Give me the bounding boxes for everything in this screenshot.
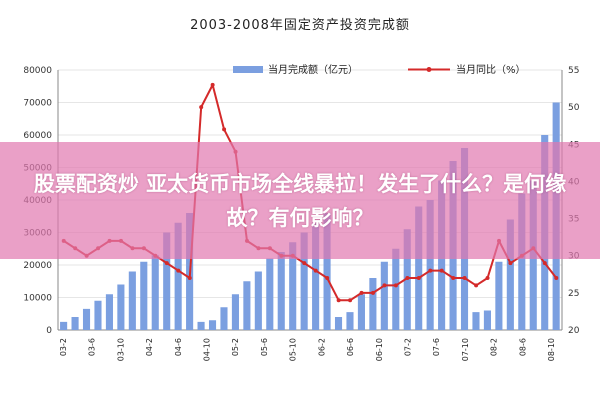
- x-tick-label: 08-10: [547, 338, 556, 361]
- y-right-tick-label: 50: [568, 103, 580, 113]
- bar: [483, 310, 491, 330]
- x-tick-label: 06-10: [375, 338, 384, 361]
- line-point: [554, 276, 559, 280]
- bar: [277, 252, 285, 330]
- bar: [323, 213, 331, 330]
- x-tick-label: 08-6: [518, 338, 527, 356]
- line-point: [382, 283, 387, 288]
- line-point: [302, 261, 307, 266]
- bar: [231, 294, 239, 330]
- legend-swatch-line-marker: [426, 67, 432, 72]
- x-tick-label: 05-6: [260, 338, 269, 356]
- x-tick-label: 03-2: [59, 338, 68, 356]
- y-right-tick-label: 55: [568, 66, 579, 76]
- bar: [128, 271, 136, 330]
- x-axis: 03-2 03-6 03-10 04-2 04-6 04-10 05-2 05-6 05-10 0…: [59, 338, 556, 361]
- line-point: [451, 276, 456, 280]
- y-left-tick-label: 10000: [23, 294, 52, 304]
- line-point: [416, 276, 421, 280]
- y-left-tick-label: 0: [46, 326, 52, 336]
- line-point: [164, 261, 169, 266]
- line-point: [348, 298, 353, 303]
- x-tick-label: 03-10: [116, 338, 125, 361]
- line-point: [462, 276, 467, 280]
- bar: [163, 232, 171, 330]
- legend-swatch-bar: [233, 66, 263, 73]
- x-tick-label: 04-10: [203, 338, 212, 361]
- bar: [243, 281, 251, 330]
- y-left-tick-label: 60000: [23, 131, 52, 141]
- bar: [312, 222, 320, 330]
- line-point: [474, 283, 479, 288]
- bar: [174, 222, 182, 330]
- x-tick-label: 06-6: [346, 338, 355, 356]
- bar: [289, 242, 297, 330]
- bar: [197, 321, 205, 330]
- bar: [254, 271, 262, 330]
- bar: [369, 278, 377, 330]
- line-point: [393, 283, 398, 288]
- line-point: [405, 276, 410, 280]
- bar: [60, 321, 68, 330]
- line-point: [336, 298, 341, 303]
- bar: [117, 284, 125, 330]
- legend-label-bar: 当月完成额（亿元）: [268, 63, 358, 76]
- y-right-tick-label: 25: [568, 289, 579, 299]
- x-tick-label: 07-6: [432, 338, 441, 356]
- bar: [506, 219, 514, 330]
- x-tick-label: 08-2: [490, 338, 499, 356]
- chart-title: 2003-2008年固定资产投资完成额: [190, 18, 410, 33]
- line-point: [428, 268, 433, 273]
- line-point: [210, 82, 215, 87]
- bar: [426, 200, 434, 330]
- bar: [105, 294, 113, 330]
- y-left-tick-label: 70000: [23, 99, 52, 109]
- x-tick-label: 04-2: [145, 338, 154, 356]
- line-point: [508, 261, 513, 266]
- x-tick-label: 05-2: [231, 338, 240, 356]
- bar: [346, 312, 354, 330]
- bar: [518, 193, 526, 330]
- line-point: [199, 105, 204, 110]
- line-point: [222, 127, 227, 132]
- bar: [300, 232, 308, 330]
- bar: [82, 308, 91, 330]
- bar: [495, 261, 503, 330]
- bar: [266, 258, 274, 330]
- overlay-headline: 股票配资炒 亚太货币市场全线暴拉！发生了什么？是何缘故？有何影响？: [33, 171, 567, 230]
- line-point: [313, 268, 318, 273]
- line-point: [325, 276, 330, 280]
- x-tick-label: 04-6: [174, 338, 183, 356]
- overlay-banner: 股票配资炒 亚太货币市场全线暴拉！发生了什么？是何缘故？有何影响？: [0, 142, 600, 259]
- line-point: [485, 276, 490, 280]
- bar: [415, 206, 423, 330]
- bar: [334, 317, 343, 330]
- x-tick-label: 07-2: [403, 338, 412, 356]
- line-point: [542, 261, 547, 266]
- x-tick-label: 07-10: [461, 338, 470, 361]
- bar: [208, 320, 217, 330]
- line-point: [439, 268, 444, 273]
- x-tick-label: 05-10: [289, 338, 298, 361]
- x-tick-label: 06-2: [317, 338, 326, 356]
- y-left-tick-label: 80000: [23, 66, 52, 76]
- x-tick-label: 03-6: [88, 338, 97, 356]
- legend-label-line: 当月同比（%）: [456, 63, 526, 76]
- legend: 当月完成额（亿元） 当月同比（%）: [233, 63, 526, 76]
- y-right-tick-label: 20: [568, 326, 580, 336]
- line-point: [176, 268, 181, 273]
- y-left-tick-label: 20000: [23, 261, 52, 271]
- bar: [71, 317, 79, 330]
- bar: [151, 255, 159, 330]
- bar: [357, 294, 365, 330]
- bar: [392, 248, 400, 330]
- line-point: [187, 276, 192, 280]
- bar: [94, 300, 102, 330]
- line-point: [359, 290, 364, 295]
- bar: [472, 312, 480, 330]
- bar: [140, 261, 148, 330]
- bar: [220, 307, 228, 330]
- line-point: [371, 290, 375, 295]
- bar: [380, 261, 388, 330]
